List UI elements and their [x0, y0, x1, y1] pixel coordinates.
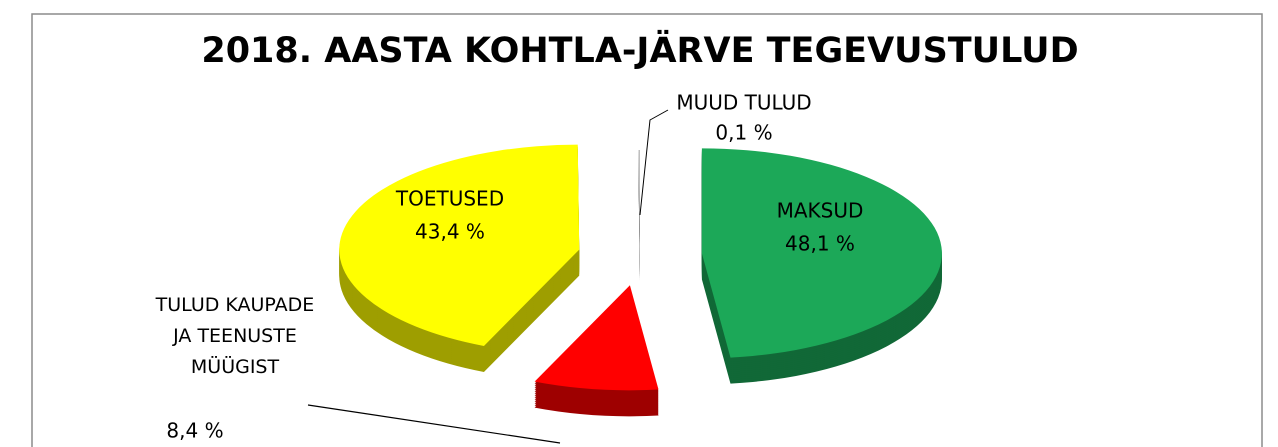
slice-value-label: 48,1 % — [785, 232, 855, 256]
slice-label: TULUD KAUPADE JA TEENUSTE MÜÜGIST — [155, 294, 315, 378]
slice-value-label: 0,1 % — [715, 121, 772, 145]
slice-value-label: 43,4 % — [415, 220, 485, 244]
pie-slice — [638, 150, 640, 255]
pie-slice — [339, 144, 580, 346]
pie-slice — [701, 148, 942, 358]
chart-title: 2018. AASTA KOHTLA-JÄRVE TEGEVUSTULUD — [201, 29, 1078, 71]
pie-slice — [534, 285, 659, 391]
slice-label-box: TULUD KAUPADE JA TEENUSTE MÜÜGIST — [155, 294, 315, 378]
leader-line — [639, 109, 669, 216]
leader-line — [307, 404, 561, 444]
slice-label: TOETUSED — [395, 187, 504, 211]
slice-label: MUUD TULUD — [676, 91, 811, 115]
slice-label: MAKSUD — [777, 199, 864, 223]
slice-value-label: 8,4 % — [166, 419, 223, 443]
